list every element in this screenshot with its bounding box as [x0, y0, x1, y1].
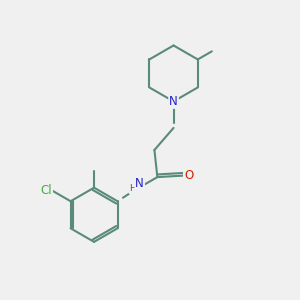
- Text: N: N: [135, 177, 144, 190]
- Text: Cl: Cl: [40, 184, 52, 197]
- Text: H: H: [130, 184, 136, 194]
- Text: N: N: [169, 95, 178, 108]
- Text: O: O: [184, 169, 193, 182]
